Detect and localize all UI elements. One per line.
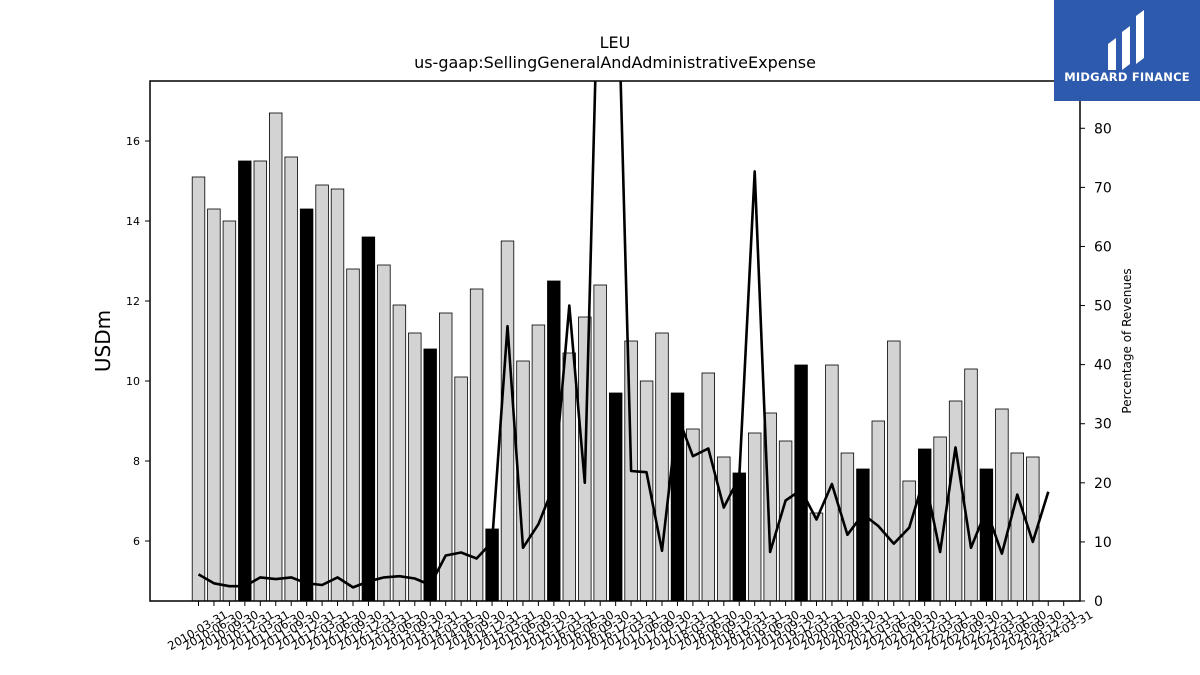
y-axis-label: USDm [91, 310, 115, 372]
bar-2011-06-30 [268, 112, 283, 602]
bar-2018-12-31 [732, 472, 747, 602]
bar-2019-12-31 [794, 364, 808, 602]
logo-text: MIDGARD FINANCE [1064, 70, 1190, 84]
y2-tick-label: 40 [1094, 358, 1112, 374]
bar-2018-09-30 [717, 456, 731, 602]
y-tick-label: 12 [126, 295, 140, 308]
bar-2011-12-31 [299, 208, 314, 602]
y2-axis-label: Percentage of Revenues [1120, 268, 1134, 413]
y2-tick-label: 80 [1094, 121, 1112, 137]
bar-2021-06-30 [887, 340, 901, 602]
y-tick-label: 8 [133, 455, 140, 468]
bar-2016-03-31 [562, 352, 577, 602]
bar-2022-12-31 [979, 468, 994, 602]
y-tick-label: 10 [126, 375, 140, 388]
y-tick-label: 16 [126, 135, 140, 148]
plot-frame [149, 80, 1081, 602]
bar-2015-03-31 [500, 240, 515, 602]
bar-2015-09-30 [531, 324, 546, 602]
bar-2021-03-31 [871, 420, 886, 602]
bar-2019-09-30 [778, 440, 793, 602]
bar-2016-09-30 [593, 284, 607, 602]
y-tick-label: 14 [126, 215, 140, 228]
bar-2013-09-30 [408, 332, 422, 602]
y2-tick-label: 10 [1094, 535, 1112, 551]
bar-2021-12-31 [918, 448, 932, 602]
bar-2013-06-30 [392, 304, 407, 602]
bar-2021-09-30 [902, 480, 916, 602]
bar-2020-03-31 [809, 512, 824, 602]
bar-2014-06-30 [454, 376, 468, 602]
y2-tick-label: 0 [1094, 594, 1103, 610]
y2-tick-label: 50 [1094, 299, 1112, 315]
bar-2012-09-30 [346, 268, 360, 602]
bar-2010-09-30 [222, 220, 237, 602]
bar-2011-03-31 [253, 160, 268, 602]
bar-2013-12-31 [423, 348, 437, 602]
chart-title: LEU [600, 33, 631, 52]
bar-2022-09-30 [964, 368, 978, 602]
bar-2010-06-30 [207, 208, 221, 602]
bar-2010-03-31 [191, 176, 206, 602]
bar-2012-06-30 [330, 188, 345, 602]
bar-2016-12-31 [609, 392, 623, 602]
percentage-line [197, 81, 1050, 589]
bar-2010-12-31 [238, 160, 252, 602]
bar-2023-06-30 [1010, 452, 1025, 602]
chart-subtitle: us-gaap:SellingGeneralAndAdministrativeE… [414, 53, 816, 72]
midgard-finance-logo: MIDGARD FINANCE [1054, 0, 1200, 101]
bar-2012-03-31 [315, 184, 329, 602]
bar-2018-06-30 [701, 372, 716, 602]
bar-2012-12-31 [361, 236, 376, 602]
bar-2019-03-31 [748, 432, 762, 602]
bar-2020-12-31 [856, 468, 870, 602]
y2-tick-label: 30 [1094, 417, 1112, 433]
y2-tick-label: 70 [1094, 180, 1112, 196]
bar-2013-03-31 [377, 264, 391, 602]
y2-tick-label: 20 [1094, 476, 1112, 492]
midgard-logo-icon [1108, 10, 1144, 70]
bar-2022-06-30 [948, 400, 963, 602]
y2-tick-label: 60 [1094, 239, 1112, 255]
bar-2011-09-30 [284, 156, 298, 602]
bar-2017-09-30 [655, 332, 669, 602]
y-tick-label: 6 [133, 535, 140, 548]
bar-2023-03-31 [995, 408, 1009, 602]
